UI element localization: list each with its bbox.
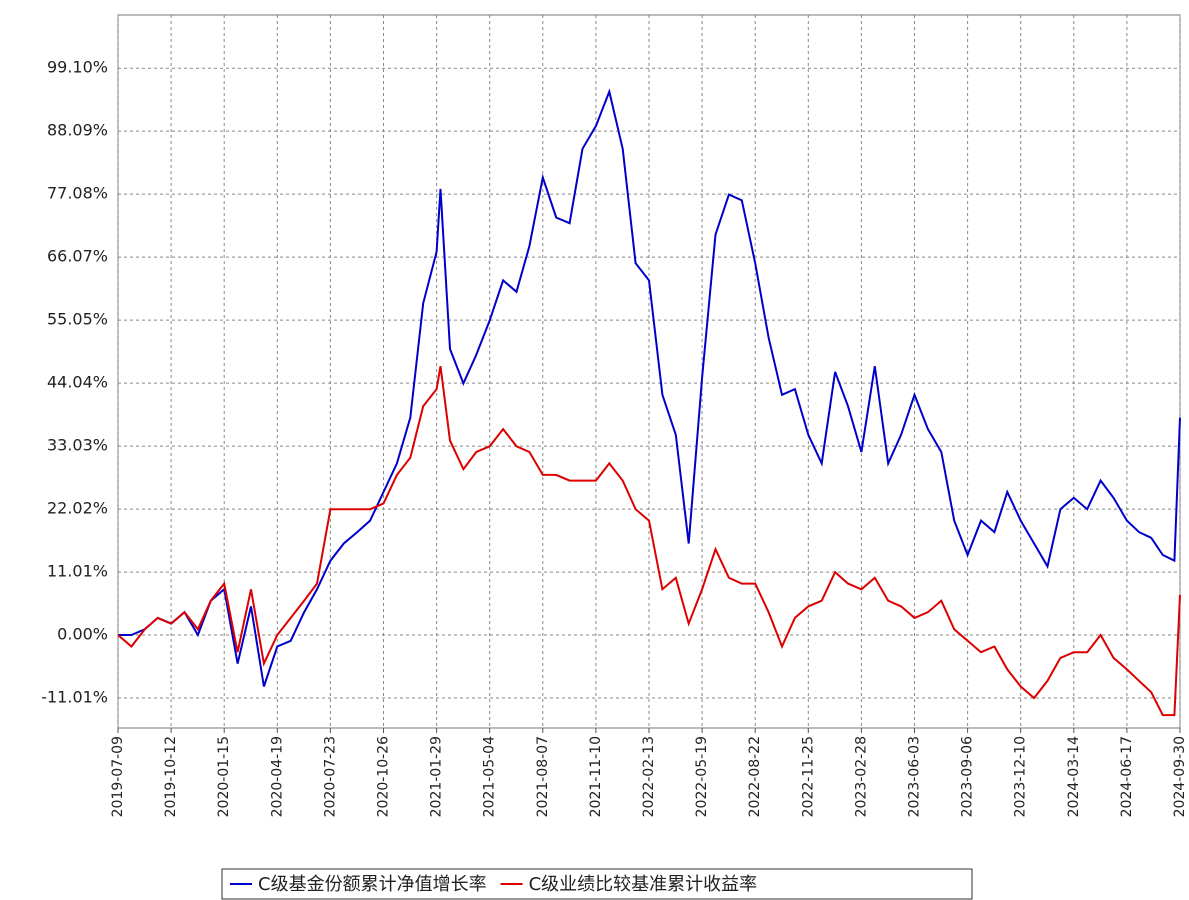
y-tick-label: 55.05%	[47, 310, 108, 329]
y-tick-label: -11.01%	[41, 688, 108, 707]
y-tick-label: 88.09%	[47, 121, 108, 140]
x-tick-label: 2024-09-30	[1172, 736, 1188, 817]
x-tick-label: 2019-07-09	[110, 736, 126, 817]
x-tick-label: 2021-01-29	[429, 736, 445, 817]
x-tick-label: 2020-01-15	[216, 736, 232, 817]
legend-label: C级业绩比较基准累计收益率	[529, 874, 758, 895]
y-tick-label: 77.08%	[47, 184, 108, 203]
y-tick-label: 22.02%	[47, 499, 108, 518]
x-tick-label: 2021-05-04	[482, 736, 498, 817]
x-tick-label: 2023-06-03	[907, 736, 923, 817]
x-tick-label: 2024-03-14	[1066, 736, 1082, 817]
series-line	[117, 366, 1181, 717]
y-tick-label: 11.01%	[47, 562, 108, 581]
series-line	[118, 88, 1181, 687]
x-tick-label: 2022-08-22	[747, 736, 763, 817]
x-tick-label: 2024-06-17	[1119, 736, 1135, 817]
x-tick-label: 2022-11-25	[800, 736, 816, 817]
x-tick-label: 2021-08-07	[535, 736, 551, 817]
y-tick-label: 33.03%	[47, 436, 108, 455]
legend-box	[221, 868, 973, 900]
x-tick-label: 2020-07-23	[322, 736, 338, 817]
x-tick-label: 2023-02-28	[853, 736, 869, 817]
legend: C级基金份额累计净值增长率 C级业绩比较基准累计收益率	[221, 868, 973, 900]
legend-label: C级基金份额累计净值增长率	[258, 874, 487, 895]
x-tick-label: 2019-10-12	[163, 736, 179, 817]
y-tick-label: 44.04%	[47, 373, 108, 392]
y-tick-label: 66.07%	[47, 247, 108, 266]
x-tick-label: 2022-02-13	[641, 736, 657, 817]
x-tick-label: 2021-11-10	[588, 736, 604, 817]
x-tick-label: 2020-04-19	[269, 736, 285, 817]
x-tick-label: 2023-09-06	[960, 736, 976, 817]
x-tick-label: 2022-05-19	[694, 736, 710, 817]
y-tick-label: 99.10%	[47, 58, 108, 77]
x-tick-label: 2023-12-10	[1013, 736, 1029, 817]
x-tick-label: 2020-10-26	[376, 736, 392, 817]
y-tick-label: 0.00%	[57, 625, 108, 644]
